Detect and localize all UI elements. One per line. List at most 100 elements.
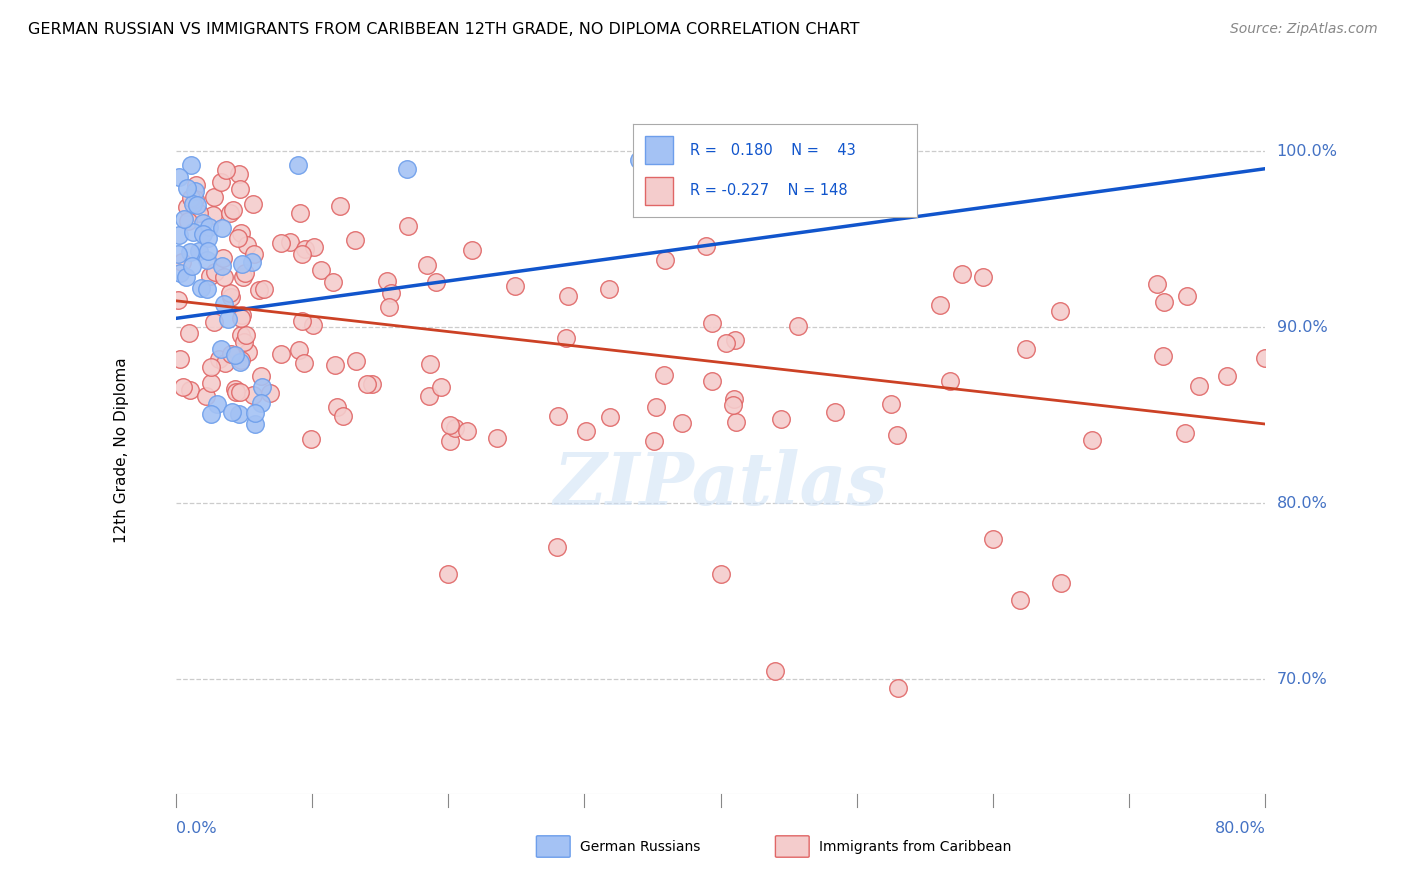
Point bbox=[702, 316, 724, 330]
Point bbox=[229, 355, 252, 369]
Point bbox=[375, 274, 398, 288]
Point bbox=[294, 242, 316, 256]
Point bbox=[287, 343, 309, 358]
Point bbox=[166, 293, 188, 307]
Point bbox=[929, 298, 952, 312]
Point bbox=[1153, 295, 1175, 310]
Point bbox=[191, 216, 214, 230]
Point bbox=[1152, 349, 1174, 363]
Point bbox=[598, 282, 620, 296]
Point bbox=[202, 208, 225, 222]
Point bbox=[724, 333, 747, 347]
Point bbox=[1254, 351, 1277, 365]
Point bbox=[224, 348, 246, 362]
Bar bbox=[645, 136, 673, 164]
Point bbox=[184, 178, 207, 193]
Point bbox=[231, 257, 253, 271]
Point bbox=[170, 255, 193, 269]
Point bbox=[236, 238, 259, 252]
Point bbox=[221, 289, 243, 303]
Point bbox=[627, 153, 650, 167]
Point bbox=[221, 405, 243, 419]
Point bbox=[1175, 289, 1198, 303]
Text: Source: ZipAtlas.com: Source: ZipAtlas.com bbox=[1230, 22, 1378, 37]
Text: R = -0.227    N = 148: R = -0.227 N = 148 bbox=[690, 184, 848, 199]
Point bbox=[194, 389, 217, 403]
Point bbox=[981, 532, 1004, 546]
Point bbox=[343, 234, 366, 248]
Point bbox=[253, 282, 276, 296]
Point bbox=[329, 199, 352, 213]
Point bbox=[309, 263, 332, 277]
Point bbox=[250, 368, 273, 383]
Point bbox=[770, 412, 793, 426]
Point bbox=[177, 214, 200, 228]
Point bbox=[1050, 575, 1073, 590]
Point bbox=[183, 184, 205, 198]
Point bbox=[1174, 425, 1197, 440]
Point bbox=[188, 244, 211, 258]
Point bbox=[208, 351, 231, 366]
Point bbox=[787, 318, 810, 333]
Point bbox=[710, 566, 733, 581]
Point bbox=[176, 180, 198, 194]
Point bbox=[322, 275, 344, 289]
Point bbox=[204, 265, 226, 279]
Point bbox=[225, 385, 247, 400]
Point bbox=[222, 202, 245, 217]
Point bbox=[233, 266, 256, 280]
Point bbox=[217, 311, 239, 326]
Point bbox=[169, 228, 191, 243]
Point bbox=[654, 368, 676, 382]
Point bbox=[180, 259, 202, 273]
Point bbox=[418, 389, 440, 403]
Point bbox=[167, 246, 190, 260]
Point bbox=[214, 297, 236, 311]
Point bbox=[176, 201, 198, 215]
Point bbox=[723, 392, 745, 406]
Point bbox=[1216, 368, 1239, 383]
Point bbox=[219, 285, 242, 300]
Point bbox=[179, 383, 201, 397]
Point bbox=[242, 388, 264, 402]
Point bbox=[202, 315, 225, 329]
Text: 90.0%: 90.0% bbox=[1277, 319, 1327, 334]
Point bbox=[599, 409, 621, 424]
Point bbox=[824, 405, 846, 419]
Point bbox=[278, 235, 301, 250]
Point bbox=[323, 358, 346, 372]
Point bbox=[190, 281, 212, 295]
Point bbox=[240, 255, 263, 269]
Point bbox=[200, 376, 222, 390]
Bar bbox=[645, 178, 673, 205]
Point bbox=[716, 336, 738, 351]
Point bbox=[456, 424, 478, 438]
Point bbox=[242, 197, 264, 211]
Point bbox=[291, 246, 314, 260]
Point bbox=[485, 431, 508, 445]
Point bbox=[197, 231, 219, 245]
Point bbox=[332, 409, 354, 424]
Point bbox=[270, 235, 292, 250]
Point bbox=[228, 182, 250, 196]
Point bbox=[231, 226, 253, 240]
Point bbox=[554, 331, 576, 345]
Point bbox=[211, 220, 233, 235]
Point bbox=[231, 310, 253, 325]
Point bbox=[416, 258, 439, 272]
Point bbox=[177, 326, 200, 341]
Point bbox=[250, 396, 273, 410]
Point bbox=[972, 269, 994, 284]
Point bbox=[288, 206, 311, 220]
Point bbox=[721, 398, 744, 412]
Point bbox=[380, 285, 402, 300]
Point bbox=[886, 427, 908, 442]
Point bbox=[270, 347, 292, 361]
Point bbox=[1015, 343, 1038, 357]
Point bbox=[211, 259, 233, 273]
Point bbox=[212, 269, 235, 284]
Point bbox=[197, 244, 219, 258]
Text: R =   0.180    N =    43: R = 0.180 N = 43 bbox=[690, 143, 856, 158]
Point bbox=[200, 268, 222, 283]
Point bbox=[238, 345, 260, 359]
